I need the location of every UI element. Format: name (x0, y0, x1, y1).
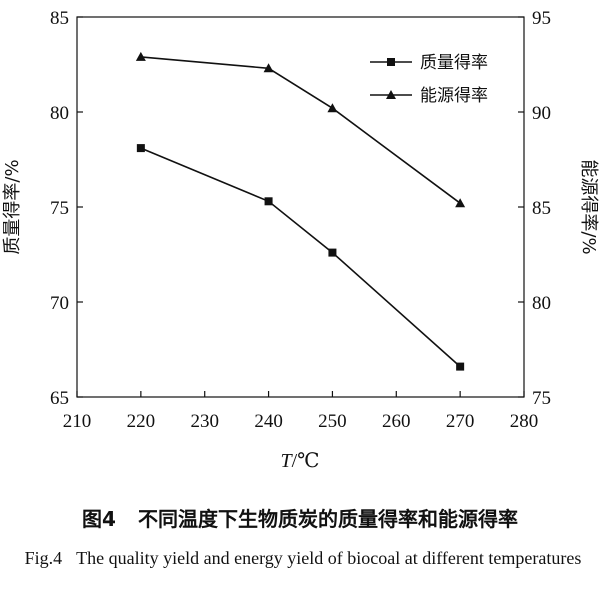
left-axis-ticks: 65 70 75 80 85 (50, 8, 83, 409)
legend-triangle-marker (386, 90, 396, 99)
x-tick-label: 230 (190, 411, 219, 432)
data-point-triangle (455, 198, 466, 208)
right-axis-ticks: 75 80 85 90 95 (518, 8, 551, 409)
right-tick-label: 95 (532, 8, 551, 29)
data-point-square (264, 197, 273, 206)
legend: 质量得率 能源得率 (370, 53, 488, 106)
left-tick-label: 70 (50, 293, 69, 314)
left-axis-title: 质量得率/% (2, 159, 23, 254)
series-line-0 (140, 147, 461, 368)
left-tick-label: 80 (50, 103, 69, 124)
right-tick-label: 90 (532, 103, 551, 124)
x-tick-label: 260 (382, 411, 411, 432)
yield-chart: 65 70 75 80 85 75 80 85 90 95 210 220 230 240 250 260… (2, 8, 599, 472)
caption-en-text: The quality yield and energy yield of bi… (76, 548, 582, 568)
right-tick-label: 85 (532, 198, 551, 219)
right-tick-label: 75 (532, 388, 551, 409)
x-tick-label: 220 (127, 411, 156, 432)
caption-en-label: Fig.4 (24, 548, 63, 568)
x-axis-ticks: 210 220 230 240 250 260 270 280 (63, 391, 539, 432)
x-axis-variable: T (280, 450, 293, 472)
left-tick-label: 75 (50, 198, 69, 219)
data-point-square (136, 144, 145, 153)
left-tick-label: 85 (50, 8, 69, 29)
x-tick-label: 280 (510, 411, 539, 432)
figure-caption-zh: 图4 不同温度下生物质炭的质量得率和能源得率 (0, 503, 600, 532)
data-point-square (328, 248, 337, 257)
legend-label-energy-yield: 能源得率 (420, 86, 488, 106)
figure-caption-en: Fig.4 The quality yield and energy yield … (18, 545, 588, 571)
x-tick-label: 250 (318, 411, 347, 432)
legend-square-marker (387, 58, 395, 66)
x-tick-label: 210 (63, 411, 92, 432)
data-point-triangle (263, 63, 274, 73)
x-axis-unit: /℃ (292, 450, 320, 472)
series-layer (135, 51, 466, 371)
data-point-square (456, 362, 465, 371)
legend-label-mass-yield: 质量得率 (420, 53, 488, 73)
x-axis-title: T/℃ (280, 450, 319, 472)
data-point-triangle (135, 51, 146, 61)
series-line-1 (140, 56, 461, 204)
x-tick-label: 270 (446, 411, 475, 432)
legend-item-mass-yield: 质量得率 (370, 53, 488, 73)
data-point-triangle (327, 103, 338, 113)
right-axis-title: 能源得率/% (578, 159, 599, 254)
x-tick-label: 240 (254, 411, 283, 432)
left-tick-label: 65 (50, 388, 69, 409)
right-tick-label: 80 (532, 293, 551, 314)
caption-zh-label: 图4 (82, 507, 116, 531)
caption-zh-text: 不同温度下生物质炭的质量得率和能源得率 (137, 507, 518, 531)
legend-item-energy-yield: 能源得率 (370, 86, 488, 106)
